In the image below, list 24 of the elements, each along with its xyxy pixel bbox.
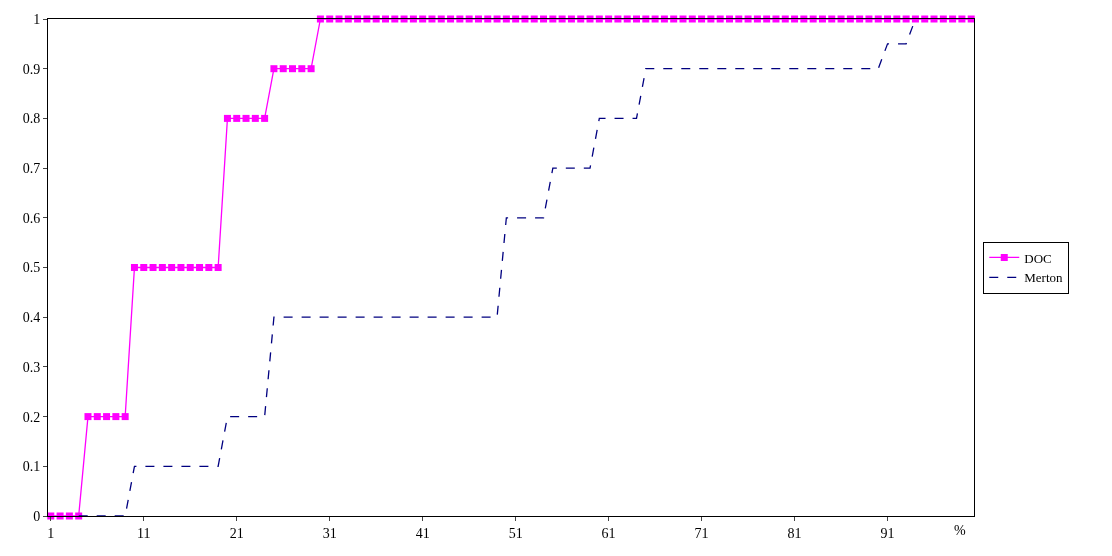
y-tick-label: 0.5: [22, 260, 41, 276]
x-tick-label: 21: [229, 525, 244, 541]
y-tick-label: 0.2: [22, 409, 41, 425]
x-tick-label: 81: [787, 525, 802, 541]
y-tick-label: 0.8: [22, 111, 41, 127]
y-tick-label: 0: [33, 508, 41, 524]
x-axis-title: %: [954, 523, 966, 538]
x-tick-label: 91: [880, 525, 895, 541]
x-tick-label: 31: [322, 525, 337, 541]
y-tick-label: 0.7: [22, 161, 41, 176]
y-tick-label: 0.9: [22, 61, 41, 77]
x-tick-label: 41: [415, 525, 430, 541]
legend-label: Merton: [1024, 270, 1064, 286]
y-tick-label: 0.6: [22, 210, 41, 226]
x-tick-label: 51: [508, 525, 523, 541]
x-tick-label: 61: [601, 525, 616, 541]
y-tick-label: 0.1: [22, 459, 41, 475]
x-tick-label: 1: [47, 525, 55, 541]
y-tick-label: 1: [33, 11, 41, 27]
x-tick-label: 11: [137, 525, 151, 541]
legend-label: DOC: [1024, 250, 1052, 266]
y-tick-label: 0.4: [22, 310, 41, 326]
y-tick-label: 0.3: [22, 359, 41, 375]
x-tick-label: 71: [694, 525, 709, 541]
